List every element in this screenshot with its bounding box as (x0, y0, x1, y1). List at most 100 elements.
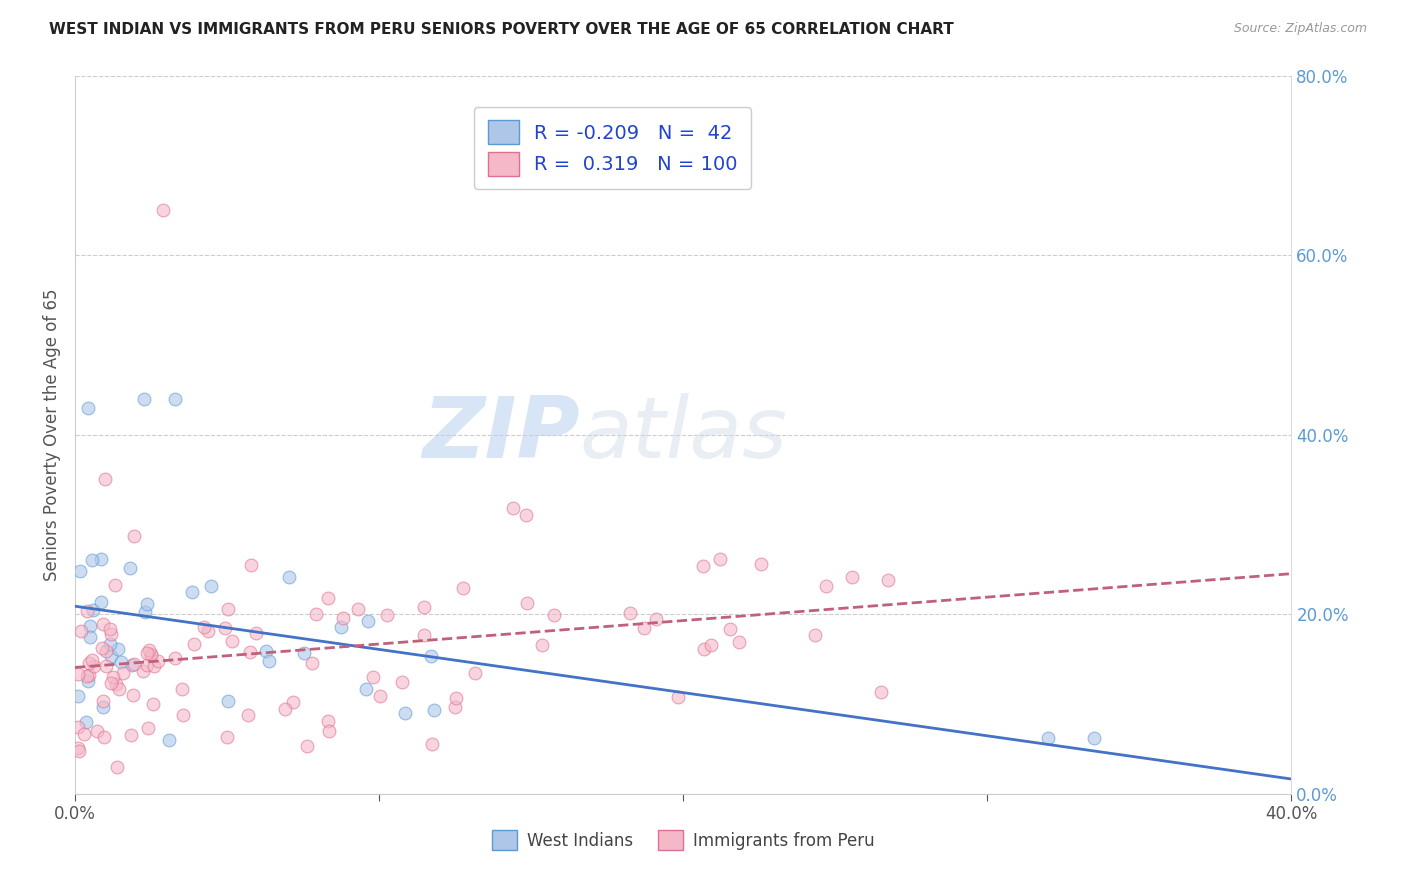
Point (749, 558, 772, 572)
Point (136, 722, 159, 736)
Point (139, 648, 162, 662)
Legend: R = -0.209   N =  42, R =  0.319   N = 100: R = -0.209 N = 42, R = 0.319 N = 100 (474, 107, 751, 189)
Point (77, 667, 100, 681)
Point (502, 500, 524, 515)
Point (516, 596, 538, 610)
Point (1036, 731, 1059, 745)
Point (91, 617, 114, 632)
Point (124, 657, 146, 671)
Point (330, 620, 353, 634)
Point (361, 670, 384, 684)
Point (142, 659, 165, 673)
Point (121, 657, 143, 672)
Point (699, 638, 721, 652)
Text: Source: ZipAtlas.com: Source: ZipAtlas.com (1233, 22, 1367, 36)
Point (869, 685, 891, 699)
Point (804, 628, 827, 642)
Point (301, 656, 323, 670)
Point (277, 570, 299, 584)
Point (152, 203, 174, 218)
Point (110, 655, 132, 669)
Point (543, 608, 565, 623)
Point (254, 644, 277, 658)
Point (67, 720, 90, 734)
Point (67, 744, 90, 758)
Point (165, 651, 187, 665)
Point (464, 665, 486, 680)
Point (132, 665, 155, 679)
Point (90, 641, 112, 656)
Point (221, 634, 243, 648)
Point (422, 703, 444, 717)
Point (120, 729, 142, 743)
Point (451, 581, 474, 595)
Point (98, 637, 121, 651)
Point (108, 681, 131, 696)
Point (274, 702, 297, 716)
Point (217, 730, 239, 744)
Point (239, 645, 262, 659)
Point (105, 759, 128, 773)
Point (318, 723, 340, 738)
Point (77, 674, 100, 689)
Point (297, 739, 319, 754)
Point (217, 694, 239, 708)
Point (841, 570, 863, 584)
Point (332, 611, 354, 625)
Point (121, 688, 143, 702)
Point (142, 697, 165, 711)
Point (94, 658, 117, 673)
Point (77, 656, 100, 670)
Point (217, 602, 239, 616)
Point (368, 689, 391, 703)
Point (135, 646, 157, 660)
Point (692, 559, 714, 574)
Point (80, 552, 103, 566)
Point (82, 603, 104, 617)
Point (391, 675, 413, 690)
Point (197, 624, 219, 638)
Point (146, 654, 169, 668)
Point (93, 730, 115, 744)
Point (375, 607, 398, 622)
Point (98, 622, 121, 636)
Point (134, 392, 156, 406)
Point (69, 564, 91, 578)
Point (77, 401, 100, 415)
Point (444, 690, 467, 705)
Point (72, 726, 94, 740)
Point (118, 561, 141, 575)
Point (112, 665, 135, 680)
Point (83, 658, 105, 673)
Point (80, 653, 103, 667)
Point (136, 657, 159, 672)
Point (259, 654, 281, 668)
Point (91, 700, 114, 714)
Point (86, 724, 108, 739)
Point (90, 594, 112, 608)
Point (413, 600, 436, 615)
Point (619, 607, 641, 621)
Point (100, 649, 122, 664)
Point (318, 591, 340, 606)
Point (692, 641, 714, 656)
Text: atlas: atlas (579, 393, 787, 476)
Point (214, 621, 236, 635)
Point (357, 614, 380, 628)
Point (238, 708, 260, 723)
Point (138, 643, 160, 657)
Point (101, 670, 124, 684)
Point (718, 622, 741, 636)
Point (124, 529, 146, 543)
Text: ZIP: ZIP (422, 393, 579, 476)
Point (181, 584, 204, 599)
Point (165, 392, 187, 406)
Point (100, 675, 122, 690)
Point (104, 677, 127, 691)
Point (318, 714, 340, 728)
Point (100, 626, 122, 640)
Point (136, 597, 159, 611)
Y-axis label: Seniors Poverty Over the Age of 65: Seniors Poverty Over the Age of 65 (44, 288, 60, 581)
Point (239, 558, 262, 572)
Point (91, 694, 114, 708)
